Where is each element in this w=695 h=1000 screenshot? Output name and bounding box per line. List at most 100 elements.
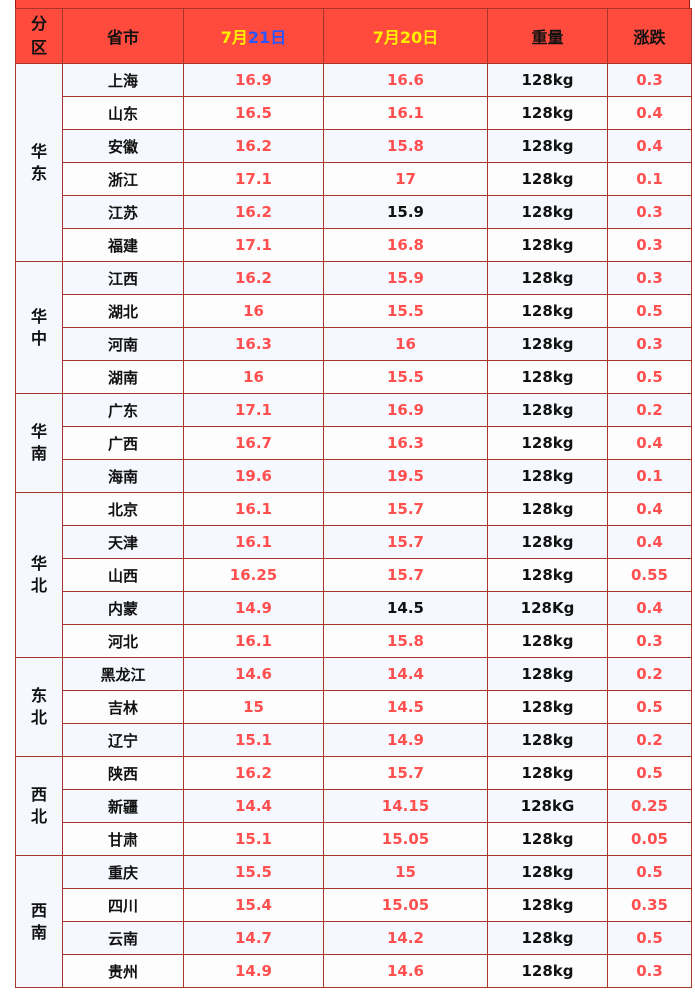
table-row: 华东 上海 16.9 16.6 128kg 0.3 — [15, 63, 692, 262]
table-row: 华南 广东 17.1 16.9 128kg 0.2 — [15, 393, 692, 493]
price-jul21-cell: 15.1 — [183, 822, 324, 856]
province-cell: 甘肃 — [62, 822, 184, 856]
change-cell: 0.4 — [607, 492, 692, 526]
province-cell: 陕西 — [62, 756, 184, 790]
price-jul21-cell: 16.9 — [183, 63, 324, 97]
weight-cell: 128kg — [487, 756, 608, 790]
change-cell: 0.3 — [607, 63, 692, 97]
province-cell: 新疆 — [62, 789, 184, 823]
weight-cell: 128kG — [487, 789, 608, 823]
province-cell: 天津 — [62, 525, 184, 559]
region-cell: 华南 — [15, 393, 63, 493]
weight-cell: 128kg — [487, 525, 608, 559]
header-date-jul21: 7月21日 — [183, 8, 324, 64]
table-body: 华东 上海 16.9 16.6 128kg 0.3 山东 16.5 16.1 128kg 0.4 安徽… — [15, 63, 692, 988]
province-cell: 江西 — [62, 261, 184, 295]
price-jul20-cell: 15.5 — [323, 294, 488, 328]
province-cell: 海南 — [62, 459, 184, 493]
table-row: 广西 16.7 16.3 128kg 0.4 — [16, 426, 692, 460]
table-row: 贵州 14.9 14.6 128kg 0.3 — [16, 954, 692, 988]
table-row: 四川 15.4 15.05 128kg 0.35 — [16, 888, 692, 922]
price-jul21-cell: 19.6 — [183, 459, 324, 493]
change-cell: 0.5 — [607, 690, 692, 724]
region-label: 西北 — [30, 785, 47, 826]
region-label: 华南 — [30, 422, 47, 463]
weight-cell: 128kg — [487, 195, 608, 229]
price-jul21-cell: 17.1 — [183, 393, 324, 427]
change-cell: 0.55 — [607, 558, 692, 592]
change-cell: 0.5 — [607, 360, 692, 394]
price-jul21-cell: 16.2 — [183, 756, 324, 790]
region-label: 华中 — [30, 306, 47, 348]
table-row: 华中 江西 16.2 15.9 128kg 0.3 — [15, 261, 692, 394]
weight-cell: 128kg — [487, 327, 608, 361]
province-cell: 四川 — [62, 888, 184, 922]
header-change: 涨跌 — [607, 8, 692, 64]
change-cell: 0.4 — [607, 129, 692, 163]
table-row: 西南 重庆 15.5 15 128kg 0.5 — [15, 855, 692, 988]
province-cell: 吉林 — [62, 690, 184, 724]
province-cell: 云南 — [62, 921, 184, 955]
province-cell: 广东 — [62, 393, 184, 427]
price-jul20-cell: 15.5 — [323, 360, 488, 394]
change-cell: 0.1 — [607, 162, 692, 196]
region-cell: 华东 — [15, 63, 63, 262]
province-cell: 河北 — [62, 624, 184, 658]
price-jul21-cell: 16.1 — [183, 525, 324, 559]
weight-cell: 128kg — [487, 690, 608, 724]
price-jul21-cell: 16.7 — [183, 426, 324, 460]
price-jul20-cell: 14.5 — [323, 690, 488, 724]
price-jul20-cell: 15 — [323, 855, 488, 889]
change-cell: 0.5 — [607, 855, 692, 889]
change-cell: 0.3 — [607, 624, 692, 658]
table-row: 安徽 16.2 15.8 128kg 0.4 — [16, 129, 692, 163]
table-row: 华北 北京 16.1 15.7 128kg 0.4 — [15, 492, 692, 658]
region-cell: 华中 — [15, 261, 63, 394]
province-cell: 内蒙 — [62, 591, 184, 625]
price-jul20-cell: 15.9 — [323, 195, 488, 229]
table-row: 山东 16.5 16.1 128kg 0.4 — [16, 96, 692, 130]
table-row: 福建 17.1 16.8 128kg 0.3 — [16, 228, 692, 262]
pig-price-table: 分区 省市 7月21日 7月20日 重量 涨跌 华东 上海 16.9 16.6 128k… — [15, 8, 692, 988]
price-jul21-cell: 17.1 — [183, 162, 324, 196]
change-cell: 0.4 — [607, 96, 692, 130]
region-label: 东北 — [30, 686, 47, 727]
change-cell: 0.35 — [607, 888, 692, 922]
price-jul21-cell: 14.7 — [183, 921, 324, 955]
header-weight: 重量 — [487, 8, 608, 64]
change-cell: 0.2 — [607, 657, 692, 691]
change-cell: 0.5 — [607, 921, 692, 955]
price-jul21-cell: 16.3 — [183, 327, 324, 361]
table-row: 湖南 16 15.5 128kg 0.5 — [16, 360, 692, 394]
change-cell: 0.05 — [607, 822, 692, 856]
price-jul21-cell: 15.5 — [183, 855, 324, 889]
province-cell: 贵州 — [62, 954, 184, 988]
weight-cell: 128kg — [487, 96, 608, 130]
region-label: 西南 — [30, 900, 47, 942]
change-cell: 0.1 — [607, 459, 692, 493]
price-jul21-cell: 16 — [183, 360, 324, 394]
province-cell: 福建 — [62, 228, 184, 262]
table-row: 辽宁 15.1 14.9 128kg 0.2 — [16, 723, 692, 757]
weight-cell: 128kg — [487, 624, 608, 658]
header-province: 省市 — [62, 8, 184, 64]
weight-cell: 128kg — [487, 723, 608, 757]
price-jul20-cell: 16.8 — [323, 228, 488, 262]
price-jul21-cell: 15.4 — [183, 888, 324, 922]
price-jul21-cell: 17.1 — [183, 228, 324, 262]
table-row: 河北 16.1 15.8 128kg 0.3 — [16, 624, 692, 658]
table-row: 山西 16.25 15.7 128kg 0.55 — [16, 558, 692, 592]
header-region: 分区 — [15, 8, 63, 64]
table-row: 湖北 16 15.5 128kg 0.5 — [16, 294, 692, 328]
price-jul20-cell: 16.1 — [323, 96, 488, 130]
change-cell: 0.5 — [607, 756, 692, 790]
province-cell: 湖北 — [62, 294, 184, 328]
table-row: 吉林 15 14.5 128kg 0.5 — [16, 690, 692, 724]
price-jul20-cell: 19.5 — [323, 459, 488, 493]
price-jul20-cell: 14.9 — [323, 723, 488, 757]
price-jul21-cell: 15 — [183, 690, 324, 724]
weight-cell: 128kg — [487, 294, 608, 328]
change-cell: 0.25 — [607, 789, 692, 823]
province-cell: 辽宁 — [62, 723, 184, 757]
change-cell: 0.2 — [607, 723, 692, 757]
